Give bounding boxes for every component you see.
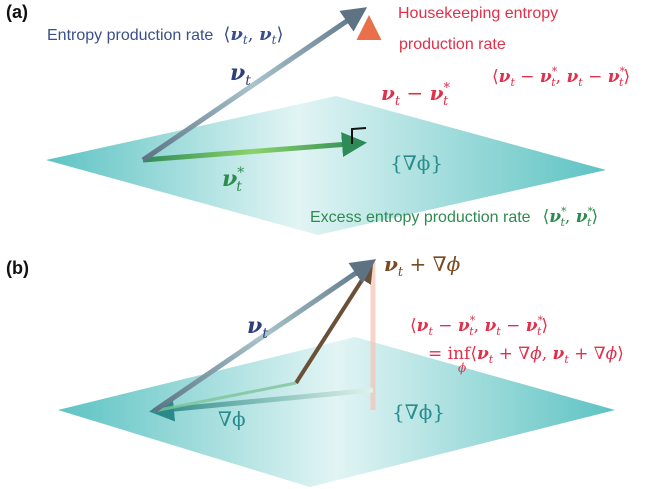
panel-a-grad-set-label: {∇ϕ} <box>390 151 443 175</box>
shifted-arrow <box>294 262 374 385</box>
entropy-rate-text: Entropy production rate ⟨νt, νt⟩ <box>47 24 284 47</box>
housekeeping-label-line2: production rate <box>399 36 506 53</box>
excess-formula: ⟨ν* t, ν* t⟩ <box>543 205 599 229</box>
entropy-rate-label: Entropy production rate <box>47 27 213 44</box>
inf-subscript: ϕ <box>458 361 466 375</box>
panel-b-label: (b) <box>6 258 29 278</box>
housekeeping-formula: ⟨νt − ν* t, νt − ν* t⟩ <box>492 65 630 89</box>
inf-formula-line2: = inf⟨νt + ∇ϕ, νt + ∇ϕ⟩ <box>428 344 624 366</box>
nu-plus-grad-label: νt + ∇ϕ <box>384 252 461 280</box>
panel-a-label: (a) <box>6 2 28 22</box>
panel-b-nu-label: νt <box>247 313 268 342</box>
nu-star-arrow <box>142 132 367 163</box>
entropy-rate-formula: ⟨νt, νt⟩ <box>223 24 283 47</box>
housekeeping-label-line1: Housekeeping entropy <box>398 5 558 22</box>
nu-minus-nu-star-label: νt − ν* t <box>381 81 451 109</box>
panel-b-nu-arrow <box>152 259 377 414</box>
panel-b-grad-label: ∇ϕ <box>218 407 246 431</box>
excess-text: Excess entropy production rate ⟨ν* t, ν* t… <box>310 205 598 229</box>
excess-label: Excess entropy production rate <box>310 209 531 226</box>
nu-star-label: ν* t <box>222 165 244 195</box>
panel-b-plane <box>58 337 615 487</box>
grad-arrow <box>149 387 374 422</box>
inf-formula-line1: ⟨νt − ν* t, νt − ν* t⟩ <box>410 314 548 338</box>
panel-b-grad-set-label: {∇ϕ} <box>392 400 445 424</box>
nu-label: νt <box>230 60 251 89</box>
grad-base-segment <box>153 381 297 413</box>
nu-arrow <box>141 7 368 163</box>
right-angle-mark <box>351 127 367 144</box>
